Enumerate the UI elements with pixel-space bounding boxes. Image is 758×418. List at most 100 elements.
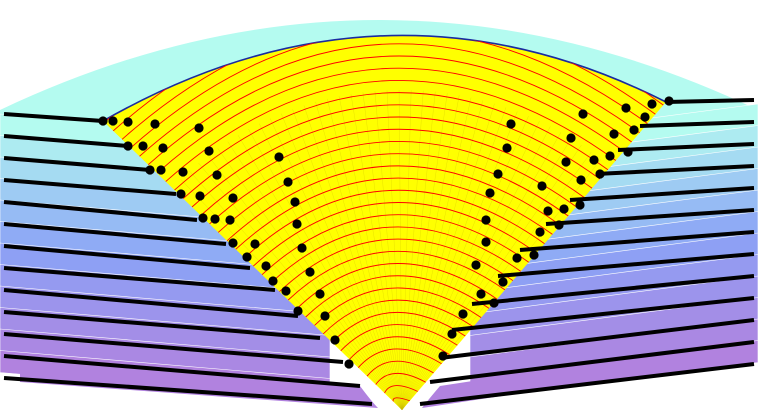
red-arc <box>349 336 450 360</box>
red-arc <box>121 35 656 140</box>
node-dot <box>150 119 160 129</box>
node-dot <box>123 141 133 151</box>
node-dot <box>578 109 588 119</box>
strand-left <box>3 288 299 318</box>
node-dot <box>471 260 481 270</box>
node-dot <box>250 239 260 249</box>
red-arc <box>305 275 490 318</box>
node-dot <box>315 289 325 299</box>
node-dot <box>290 197 300 207</box>
node-dot <box>330 335 340 345</box>
red-arc <box>261 214 529 276</box>
red-arc <box>235 177 553 250</box>
node-dot <box>210 214 220 224</box>
wedge-grid-line <box>401 132 562 411</box>
node-set <box>98 96 674 369</box>
node-dot <box>537 181 547 191</box>
node-dot <box>458 309 468 319</box>
red-arc <box>331 311 466 343</box>
strand-right <box>439 318 755 360</box>
wedge-grid-line <box>401 111 518 411</box>
node-dot <box>498 277 508 287</box>
red-arc <box>270 226 522 284</box>
node-dot <box>629 125 639 135</box>
node-dot <box>344 359 354 369</box>
red-arc <box>139 43 640 157</box>
red-arc <box>165 80 617 182</box>
node-dot <box>506 119 516 129</box>
red-arc <box>340 324 458 352</box>
node-dot <box>595 169 605 179</box>
strand-right <box>665 98 755 104</box>
strand-left <box>3 112 104 123</box>
red-arc <box>200 128 585 216</box>
node-dot <box>281 286 291 296</box>
node-dot <box>145 165 155 175</box>
node-dot <box>156 165 166 175</box>
strand-left <box>3 178 177 196</box>
red-arc <box>314 287 482 326</box>
red-arc <box>252 202 537 267</box>
node-dot <box>623 147 633 157</box>
node-dot <box>576 175 586 185</box>
strand-left <box>3 134 129 148</box>
red-arc <box>322 299 474 335</box>
wedge-grid-line <box>401 95 460 411</box>
node-dot <box>158 143 168 153</box>
red-arc <box>156 67 625 174</box>
wedge-grid-line <box>217 148 403 411</box>
node-dot <box>605 151 615 161</box>
wedge-grid-line <box>401 91 436 411</box>
strand-set <box>3 98 755 406</box>
node-dot <box>589 155 599 165</box>
strand-left <box>3 354 361 388</box>
red-arc <box>174 92 609 191</box>
strand-right <box>595 164 755 176</box>
node-dot <box>640 112 650 122</box>
node-dot <box>297 243 307 253</box>
wedge-grid-line <box>338 96 403 411</box>
red-arc <box>287 250 506 301</box>
red-arc <box>147 55 632 166</box>
strand-right <box>419 362 755 406</box>
red-arc <box>244 189 545 259</box>
wedge-grid-line <box>350 94 403 411</box>
red-arc <box>384 385 418 394</box>
wedge-grid-line <box>401 144 582 411</box>
wedge-grid-line <box>303 105 403 411</box>
node-dot <box>293 306 303 316</box>
red-arc <box>217 153 569 233</box>
red-arc <box>375 372 427 385</box>
strand-right <box>545 208 755 226</box>
wedge-grid-line <box>401 90 424 411</box>
node-dot <box>438 351 448 361</box>
strand-right <box>451 296 755 332</box>
wedge-grid-line <box>401 103 495 411</box>
wedge-grid-line <box>401 115 529 411</box>
node-dot <box>493 169 503 179</box>
strand-right <box>519 230 755 252</box>
strand-left <box>3 156 151 172</box>
node-dot <box>274 152 284 162</box>
node-dot <box>194 123 204 133</box>
node-dot <box>108 116 118 126</box>
node-dot <box>575 200 585 210</box>
strand-left <box>3 222 227 246</box>
node-dot <box>178 167 188 177</box>
node-dot <box>305 267 315 277</box>
node-dot <box>485 188 495 198</box>
node-dot <box>138 141 148 151</box>
node-dot <box>268 276 278 286</box>
wedge-grid-line <box>207 155 403 411</box>
node-dot <box>228 238 238 248</box>
node-dot <box>212 170 222 180</box>
node-dot <box>512 253 522 263</box>
red-arc <box>226 165 561 242</box>
node-dot <box>543 206 553 216</box>
red-arc <box>366 360 434 377</box>
node-dot <box>559 204 569 214</box>
wedge-grid-line <box>327 98 403 411</box>
wedge-grid-line <box>398 90 403 411</box>
node-dot <box>123 117 133 127</box>
